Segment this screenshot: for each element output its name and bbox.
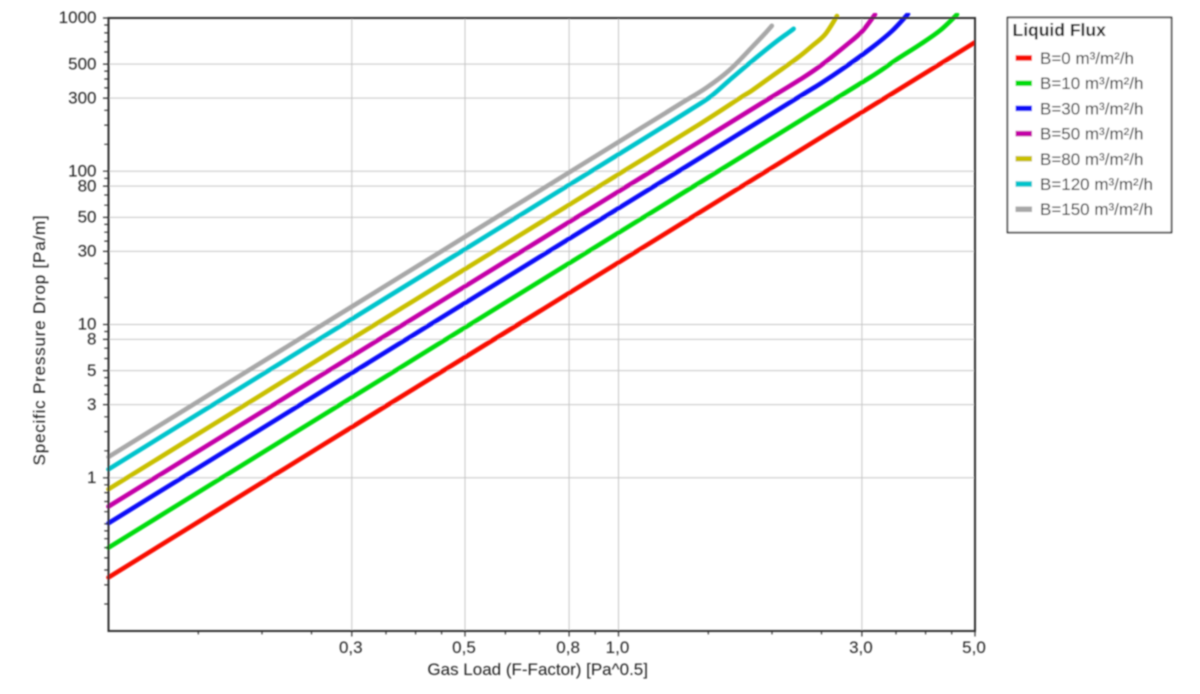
svg-text:Liquid Flux: Liquid Flux <box>1013 20 1107 40</box>
svg-text:1: 1 <box>87 468 96 487</box>
svg-text:0,5: 0,5 <box>452 638 476 657</box>
svg-text:B=50 m³/m²/h: B=50 m³/m²/h <box>1040 125 1143 144</box>
svg-text:10: 10 <box>78 315 97 334</box>
svg-text:Gas Load (F-Factor) [Pa^0.5]: Gas Load (F-Factor) [Pa^0.5] <box>427 660 648 679</box>
svg-text:50: 50 <box>78 208 97 227</box>
svg-text:0,8: 0,8 <box>556 638 580 657</box>
svg-text:Specific Pressure Drop [Pa/m]: Specific Pressure Drop [Pa/m] <box>30 215 49 466</box>
svg-text:B=30 m³/m²/h: B=30 m³/m²/h <box>1040 99 1143 118</box>
svg-text:300: 300 <box>68 88 96 107</box>
svg-text:30: 30 <box>78 242 97 261</box>
svg-text:500: 500 <box>68 54 96 73</box>
svg-text:5,0: 5,0 <box>962 638 986 657</box>
svg-text:80: 80 <box>78 176 97 195</box>
svg-text:1,0: 1,0 <box>606 638 630 657</box>
svg-text:B=150 m³/m²/h: B=150 m³/m²/h <box>1040 200 1153 219</box>
svg-text:3,0: 3,0 <box>849 638 873 657</box>
svg-text:3: 3 <box>87 395 96 414</box>
svg-text:8: 8 <box>87 330 96 349</box>
svg-text:B=10 m³/m²/h: B=10 m³/m²/h <box>1040 74 1143 93</box>
svg-text:100: 100 <box>68 161 96 180</box>
svg-text:1000: 1000 <box>59 8 97 27</box>
svg-text:5: 5 <box>87 361 96 380</box>
svg-text:B=80 m³/m²/h: B=80 m³/m²/h <box>1040 150 1143 169</box>
svg-text:B=0 m³/m²/h: B=0 m³/m²/h <box>1040 49 1134 68</box>
svg-text:B=120 m³/m²/h: B=120 m³/m²/h <box>1040 175 1153 194</box>
svg-text:0,3: 0,3 <box>339 638 363 657</box>
